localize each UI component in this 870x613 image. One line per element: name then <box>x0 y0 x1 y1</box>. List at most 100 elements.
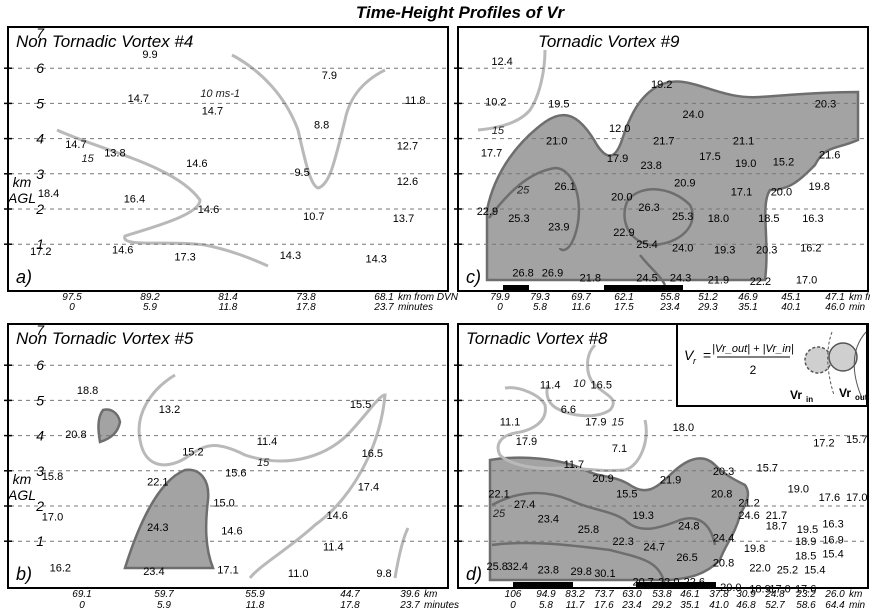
x-tick-range: 59.7 <box>154 589 174 600</box>
vr-value-label: 11.4 <box>257 436 278 448</box>
vr-value-label: 21.8 <box>580 273 601 285</box>
x-tick-range: 79.9 <box>490 292 510 303</box>
vr-value-label: 11.0 <box>288 568 309 580</box>
vr-value-label: 10.7 <box>303 211 324 223</box>
vr-value-label: 19.0 <box>788 483 809 495</box>
vr-value-label: 24.0 <box>682 109 703 121</box>
y-axis-label: km <box>13 471 32 487</box>
x-tick-range: 55.8 <box>660 292 680 303</box>
vortex-boundary-solid <box>853 331 867 399</box>
vr-value-label: 6.6 <box>561 404 576 416</box>
vr-value-label: 11.8 <box>405 95 426 107</box>
vr-value-label: 20.3 <box>756 244 777 256</box>
vr-value-label: 17.2 <box>813 438 834 450</box>
vr-value-label: 16.3 <box>822 519 843 531</box>
x-tick-range: 37.8 <box>709 589 729 600</box>
vr-value-label: 14.6 <box>112 244 133 256</box>
x-tick-time: 5.8 <box>539 600 553 611</box>
contour-label: 10 <box>573 378 586 390</box>
panel-title: Non Tornadic Vortex #5 <box>16 329 194 348</box>
x-tick-range: 45.1 <box>781 292 800 303</box>
y-tick-label: 5 <box>36 95 44 111</box>
vr-value-label: 18.7 <box>766 520 787 532</box>
vr-value-label: 16.2 <box>800 243 821 255</box>
vr-value-label: 17.1 <box>731 186 752 198</box>
panel-label: b) <box>16 564 32 584</box>
vr-value-label: 15.7 <box>757 462 778 474</box>
y-tick-label: 7 <box>36 322 45 338</box>
contour-label: 15 <box>492 125 505 137</box>
vr-in-label: Vr <box>790 388 802 402</box>
contour-label: 25 <box>492 508 506 520</box>
vr-value-label: 20.8 <box>711 489 732 501</box>
x-tick-time: 40.1 <box>781 302 800 313</box>
vr-value-label: 17.7 <box>481 148 502 160</box>
vr-value-label: 26.9 <box>542 267 563 279</box>
y-tick-label: 6 <box>36 357 44 373</box>
contour-label: 15 <box>612 417 625 429</box>
x-tick-time: 17.8 <box>296 302 316 313</box>
y-axis-label: km <box>13 174 32 190</box>
vr-value-label: 20.0 <box>720 582 741 594</box>
x-tick-time: 23.7 <box>373 302 394 313</box>
x-time-unit: min <box>849 600 866 611</box>
x-tick-time: 0 <box>510 600 516 611</box>
x-range-unit: km <box>849 589 862 600</box>
vr-value-label: 14.3 <box>280 250 301 262</box>
vr-value-label: 7.1 <box>612 443 627 455</box>
vr-value-label: 11.4 <box>540 380 561 392</box>
vr-in-circle <box>804 346 832 374</box>
vr-value-label: 25.3 <box>672 211 693 223</box>
vr-value-label: 20.0 <box>771 186 792 198</box>
vr-value-label: 16.5 <box>362 448 383 460</box>
vr-value-label: 25.3 <box>508 213 529 225</box>
panel-title: Non Tornadic Vortex #4 <box>16 32 193 51</box>
vr-value-label: 18.4 <box>38 188 59 200</box>
vr-value-label: 17.0 <box>796 274 817 286</box>
vr-value-label: 23.4 <box>538 513 559 525</box>
vr-value-label: 12.0 <box>609 123 630 135</box>
panel-label: d) <box>466 564 482 584</box>
vr-value-label: 26.1 <box>554 181 575 193</box>
vr-value-label: 25.4 <box>636 239 657 251</box>
x-tick-range: 73.8 <box>296 292 316 303</box>
x-tick-time: 35.1 <box>680 600 699 611</box>
x-tick-range: 55.9 <box>245 589 265 600</box>
x-tick-range: 69.7 <box>571 292 591 303</box>
x-tick-time: 0 <box>79 600 85 611</box>
vr-value-label: 20.8 <box>65 429 86 441</box>
x-tick-time: 35.1 <box>738 302 757 313</box>
vr-value-label: 17.0 <box>846 492 867 504</box>
vr-value-label: 24.4 <box>713 533 734 545</box>
x-tick-time: 29.2 <box>651 600 672 611</box>
vr-in-sub: in <box>806 395 813 404</box>
x-tick-time: 46.0 <box>825 302 845 313</box>
vr-value-label: 22.0 <box>749 563 770 575</box>
panel-label: a) <box>16 267 32 287</box>
vr-value-label: 11.7 <box>564 459 585 471</box>
vr-value-label: 13.7 <box>393 213 414 225</box>
vr-value-label: 15.4 <box>804 564 825 576</box>
vr-value-label: 24.7 <box>643 541 664 553</box>
panel-c-layer: Tornadic Vortex #9 c) 79.9 79.3 69.7 62.1 55.8… <box>454 32 870 313</box>
y-tick-label: 3 <box>36 166 44 182</box>
x-tick-range: 97.5 <box>62 292 82 303</box>
scan-bar <box>604 285 683 292</box>
x-tick-range: 94.9 <box>536 589 556 600</box>
vr-value-label: 21.9 <box>660 475 681 487</box>
vr-value-label: 19.5 <box>797 524 818 536</box>
y-tick-label: 4 <box>36 428 44 444</box>
scan-bar <box>513 582 573 589</box>
x-tick-time: 41.0 <box>709 600 729 611</box>
contour-label: 25 <box>516 185 530 197</box>
formula-lhs: V <box>684 347 695 363</box>
vr-value-label: 7.9 <box>322 70 337 82</box>
panel-c-contour-25-b <box>623 188 694 247</box>
x-tick-range: 63.0 <box>622 589 642 600</box>
vr-value-label: 17.0 <box>769 584 790 596</box>
main-title: Time-Height Profiles of Vr <box>356 3 566 22</box>
x-tick-range: 106 <box>505 589 522 600</box>
x-tick-range: 62.1 <box>614 292 633 303</box>
y-axis-label-unit: AGL <box>7 487 36 503</box>
vr-value-label: 18.8 <box>77 385 98 397</box>
